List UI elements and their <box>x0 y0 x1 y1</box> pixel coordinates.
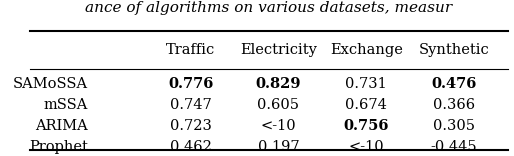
Text: Exchange: Exchange <box>330 43 402 57</box>
Text: 0.605: 0.605 <box>258 98 300 112</box>
Text: 0.756: 0.756 <box>343 119 389 133</box>
Text: 0.829: 0.829 <box>255 77 301 91</box>
Text: 0.731: 0.731 <box>345 77 387 91</box>
Text: 0.674: 0.674 <box>345 98 387 112</box>
Text: Traffic: Traffic <box>166 43 215 57</box>
Text: 0.747: 0.747 <box>170 98 211 112</box>
Text: 0.776: 0.776 <box>168 77 213 91</box>
Text: <-10: <-10 <box>348 140 384 154</box>
Text: ARIMA: ARIMA <box>35 119 88 133</box>
Text: 0.366: 0.366 <box>433 98 475 112</box>
Text: <-10: <-10 <box>261 119 296 133</box>
Text: 0.723: 0.723 <box>170 119 212 133</box>
Text: 0.476: 0.476 <box>431 77 477 91</box>
Text: 0.197: 0.197 <box>258 140 299 154</box>
Text: 0.305: 0.305 <box>433 119 475 133</box>
Text: SAMoSSA: SAMoSSA <box>13 77 88 91</box>
Text: -0.445: -0.445 <box>431 140 478 154</box>
Text: mSSA: mSSA <box>44 98 88 112</box>
Text: ance of algorithms on various datasets, measur: ance of algorithms on various datasets, … <box>85 1 452 15</box>
Text: Synthetic: Synthetic <box>419 43 489 57</box>
Text: Electricity: Electricity <box>240 43 317 57</box>
Text: 0.462: 0.462 <box>170 140 212 154</box>
Text: Prophet: Prophet <box>29 140 88 154</box>
